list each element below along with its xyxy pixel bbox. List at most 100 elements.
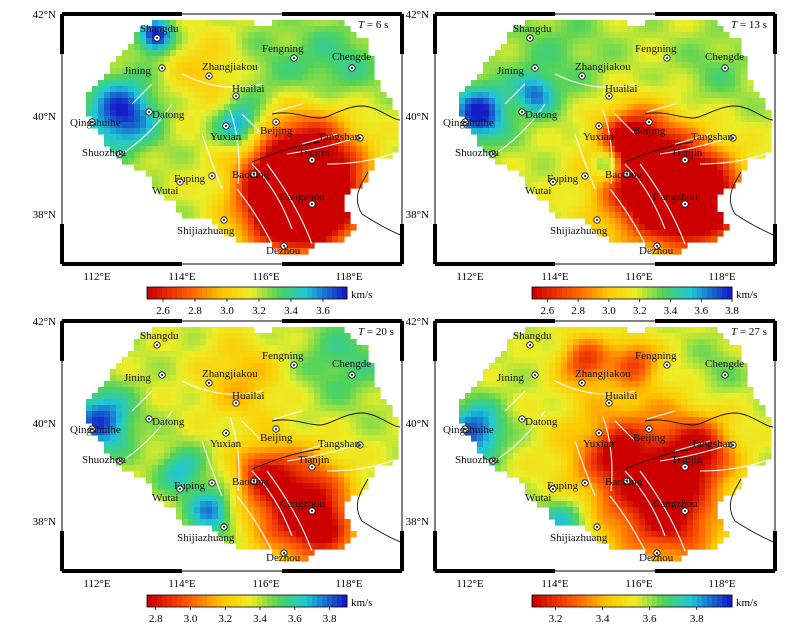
city-marker [291, 362, 297, 368]
city-marker [532, 372, 538, 378]
city-marker [579, 380, 585, 386]
city-label: Datong [152, 416, 185, 428]
colorbar-tick-label: 3.2 [549, 613, 563, 625]
city-label: Wutai [525, 492, 551, 504]
latitude-label: 40°N [406, 418, 429, 430]
longitude-label: 118°E [708, 271, 735, 283]
longitude-label: 116°E [252, 578, 279, 590]
city-label: Beijing [260, 125, 293, 137]
city-marker [596, 430, 602, 436]
longitude-label: 118°E [708, 578, 735, 590]
city-label: Wutai [152, 185, 178, 197]
city-marker [223, 430, 229, 436]
longitude-label: 114°E [541, 578, 568, 590]
city-marker [527, 342, 533, 348]
city-label: Cangzhou [280, 191, 325, 203]
colorbar-tick-label: 3.4 [664, 305, 678, 317]
city-label: Beijing [633, 125, 666, 137]
city-label: Datong [525, 109, 558, 121]
city-label: Jining [497, 65, 524, 77]
city-label: Tangshan [318, 438, 360, 450]
latitude-label: 42°N [33, 316, 56, 328]
city-label: Beijing [633, 432, 666, 444]
city-label: Baoding [605, 476, 643, 488]
city-label: Wutai [525, 185, 551, 197]
city-label: Tianjin [298, 147, 330, 159]
city-label: Fengning [635, 43, 677, 55]
longitude-label: 114°E [541, 271, 568, 283]
city-label: Tianjin [671, 454, 703, 466]
city-label: Wutai [152, 492, 178, 504]
city-label: Chengde [332, 51, 371, 63]
city-label: Huailai [232, 390, 264, 402]
city-marker [221, 217, 227, 223]
city-label: Baoding [232, 169, 270, 181]
colorbar-tick-label: 3.8 [690, 613, 704, 625]
city-marker [291, 55, 297, 61]
city-label: Zhangjiakou [575, 61, 631, 73]
city-label: Fengning [262, 350, 304, 362]
city-label: Baoding [605, 169, 643, 181]
colorbar-unit: km/s [736, 597, 757, 609]
latitude-label: 42°N [406, 9, 429, 21]
city-marker [154, 342, 160, 348]
city-marker [206, 380, 212, 386]
city-label: Shijiazhuang [550, 532, 608, 544]
colorbar-tick-label: 3.6 [694, 305, 708, 317]
city-marker [596, 123, 602, 129]
city-label: Shijiazhuang [177, 532, 235, 544]
city-marker [349, 372, 355, 378]
latitude-label: 42°N [406, 316, 429, 328]
colorbar-unit: km/s [736, 289, 757, 301]
city-label: Qingshuihe [70, 117, 121, 129]
city-label: Cangzhou [653, 191, 698, 203]
latitude-label: 38°N [33, 209, 56, 221]
city-label: Shuozhou [82, 147, 127, 159]
city-label: Shuozhou [82, 454, 127, 466]
city-label: Datong [525, 416, 558, 428]
city-marker [223, 123, 229, 129]
city-marker [206, 73, 212, 79]
city-marker [722, 65, 728, 71]
city-marker [532, 65, 538, 71]
colorbar-tick-label: 2.6 [156, 305, 170, 317]
city-label: Tangshan [691, 438, 733, 450]
colorbar-tick-label: 3.6 [316, 305, 330, 317]
latitude-label: 38°N [406, 516, 429, 528]
city-label: Jining [124, 65, 151, 77]
colorbar-tick-label: 2.6 [541, 305, 555, 317]
city-label: Tianjin [671, 147, 703, 159]
city-marker [159, 372, 165, 378]
city-label: Shangdu [140, 330, 179, 342]
colorbar-tick-label: 3.2 [252, 305, 266, 317]
longitude-label: 118°E [335, 578, 362, 590]
city-label: Zhangjiakou [202, 368, 258, 380]
longitude-label: 114°E [168, 578, 195, 590]
city-label: Jining [497, 372, 524, 384]
colorbar-tick-label: 2.8 [571, 305, 585, 317]
city-label: Yuxian [210, 131, 242, 143]
city-label: Zhangjiakou [575, 368, 631, 380]
latitude-label: 38°N [406, 209, 429, 221]
city-label: Qingshuihe [443, 117, 494, 129]
period-label: T = 6 s [358, 19, 388, 31]
city-label: Fengning [262, 43, 304, 55]
city-marker [722, 372, 728, 378]
city-marker [664, 55, 670, 61]
city-marker [527, 35, 533, 41]
colorbar-tick-label: 3.8 [725, 305, 739, 317]
city-label: Beijing [260, 432, 293, 444]
city-label: Shangdu [513, 23, 552, 35]
colorbar-tick-label: 3.4 [284, 305, 298, 317]
city-label: Huailai [605, 390, 637, 402]
colorbar-tick-label: 3.2 [633, 305, 647, 317]
city-label: Yuxian [583, 438, 615, 450]
